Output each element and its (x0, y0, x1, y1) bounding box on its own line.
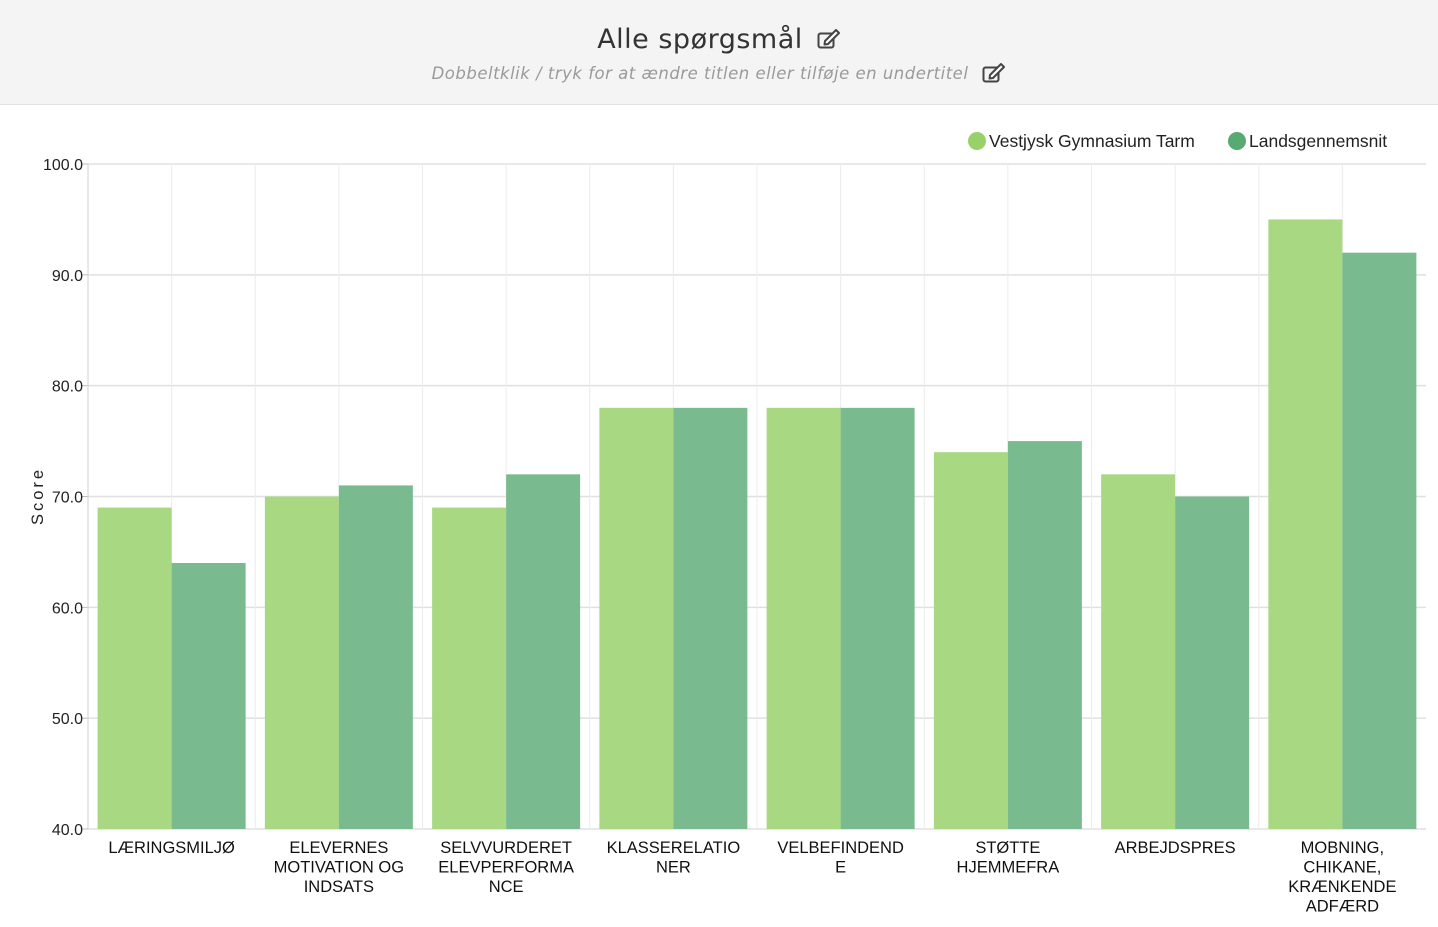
y-tick-label: 50.0 (52, 711, 83, 728)
y-tick-label: 90.0 (52, 268, 83, 285)
chart-area: 40.0 50.0 60.0 70.0 80.0 90.0 100.0 LÆRINGSMILJ… (0, 105, 1438, 922)
bar-school (933, 452, 1008, 829)
x-category-label: INDSATS (304, 878, 374, 896)
bar-national (673, 407, 748, 829)
bar-school (97, 507, 172, 829)
edit-title-icon[interactable] (817, 28, 841, 50)
bar-national (1342, 252, 1417, 829)
bar-national (506, 474, 581, 829)
x-category-label: ADFÆRD (1306, 898, 1379, 916)
x-category-label: MOTIVATION OG (274, 859, 404, 877)
chart-header: Alle spørgsmål Dobbeltklik / tryk for at… (0, 0, 1438, 105)
bar-chart: 40.0 50.0 60.0 70.0 80.0 90.0 100.0 LÆRINGSMILJ… (29, 131, 1426, 916)
legend-marker (1228, 132, 1246, 150)
bar-school (264, 496, 339, 829)
bar-school (766, 407, 841, 829)
y-tick-label: 100.0 (43, 157, 83, 174)
x-category-label: LÆRINGSMILJØ (108, 839, 235, 857)
x-category-label: ARBEJDSPRES (1115, 839, 1236, 857)
y-tick-label: 80.0 (52, 379, 83, 396)
bar-national (338, 485, 413, 829)
legend-marker (968, 132, 986, 150)
bar-national (171, 563, 246, 829)
y-tick-label: 70.0 (52, 490, 83, 507)
legend-label: Vestjysk Gymnasium Tarm (989, 131, 1195, 151)
x-category-label: ELEVPERFORMA (438, 859, 574, 877)
bar-national (1007, 441, 1082, 829)
x-category-label: KLASSERELATIO (607, 839, 741, 857)
x-category-label: KRÆNKENDE (1288, 878, 1396, 896)
x-category-label: VELBEFINDEND (777, 839, 904, 857)
edit-subtitle-icon[interactable] (982, 62, 1006, 84)
x-category-label: CHIKANE, (1303, 859, 1381, 877)
x-category-label: SELVVURDERET (440, 839, 572, 857)
x-category-label: HJEMMEFRA (957, 859, 1060, 877)
bar-school (432, 507, 507, 829)
y-tick-label: 40.0 (52, 822, 83, 839)
subtitle-row: Dobbeltklik / tryk for at ændre titlen e… (0, 60, 1438, 86)
x-category-label: NER (656, 859, 691, 877)
bar-national (1175, 496, 1250, 829)
x-category-label: STØTTE (975, 839, 1040, 857)
bar-school (599, 407, 674, 829)
x-category-label: ELEVERNES (289, 839, 388, 857)
bar-school (1101, 474, 1176, 829)
x-category-label: NCE (489, 878, 524, 896)
x-category-label: E (835, 859, 846, 877)
title-row: Alle spørgsmål (0, 20, 1438, 58)
x-category-label: MOBNING, (1301, 839, 1384, 857)
y-axis-title: Score (29, 467, 47, 525)
chart-title[interactable]: Alle spørgsmål (597, 23, 803, 55)
bar-school (1268, 219, 1343, 829)
legend-label: Landsgennemsnit (1249, 131, 1387, 151)
bar-national (840, 407, 915, 829)
chart-subtitle[interactable]: Dobbeltklik / tryk for at ændre titlen e… (431, 63, 969, 83)
y-tick-label: 60.0 (52, 600, 83, 617)
